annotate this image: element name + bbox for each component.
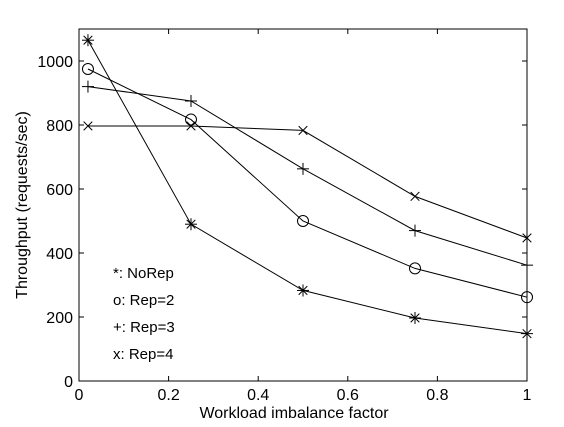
marker-stroke — [522, 233, 532, 243]
y-tick-label: 1000 — [37, 54, 73, 71]
series-group — [81, 34, 533, 340]
y-tick-label: 400 — [46, 246, 73, 263]
plot-area — [78, 28, 528, 382]
asterisk-marker — [521, 327, 533, 340]
axis-ticks: 0 0.2 0.4 0.6 0.8 1 0 200 400 600 800 1000 — [37, 29, 532, 404]
circle-marker — [297, 215, 309, 227]
asterisk-marker — [81, 34, 94, 47]
x-tick-label: 0.6 — [337, 387, 359, 404]
plus-marker — [81, 80, 94, 93]
cross-marker — [522, 233, 532, 243]
plus-marker — [409, 224, 421, 237]
legend-entry-rep3: +: Rep=3 — [113, 319, 175, 336]
cross-marker — [186, 121, 196, 131]
y-tick-label: 800 — [46, 118, 73, 135]
x-tick-label: 0.4 — [247, 387, 269, 404]
marker-stroke — [298, 125, 308, 136]
legend-entry-rep2: o: Rep=2 — [113, 292, 174, 309]
y-tick-label: 600 — [46, 182, 73, 199]
series-rep3 — [81, 80, 533, 272]
circle-marker — [409, 262, 421, 275]
x-tick-label: 0 — [75, 387, 84, 404]
cross-marker — [410, 191, 420, 202]
cross-marker — [83, 121, 93, 131]
series-norep — [81, 34, 533, 340]
circle-marker — [185, 113, 197, 126]
y-tick-label: 0 — [64, 374, 73, 391]
cross-marker — [298, 125, 308, 136]
asterisk-marker — [409, 311, 421, 324]
circle-marker — [521, 291, 533, 304]
marker-stroke — [410, 191, 420, 202]
x-tick-label: 1 — [523, 387, 532, 404]
x-axis-label: Workload imbalance factor — [199, 405, 389, 422]
marker-stroke — [186, 121, 196, 131]
legend: *: NoRep o: Rep=2 +: Rep=3 x: Rep=4 — [113, 265, 175, 363]
marker-stroke — [522, 328, 532, 339]
legend-entry-norep: *: NoRep — [113, 265, 174, 282]
circle-marker — [81, 63, 94, 75]
asterisk-marker — [297, 284, 309, 297]
x-tick-label: 0.8 — [426, 387, 448, 404]
marker-stroke — [83, 121, 93, 131]
series-line-rep2 — [87, 68, 528, 298]
marker-stroke — [83, 35, 93, 45]
plus-marker — [297, 162, 309, 175]
series-rep4 — [83, 121, 532, 243]
marker-stroke — [298, 285, 308, 296]
plus-marker — [521, 259, 533, 272]
legend-entry-rep4: x: Rep=4 — [113, 346, 173, 363]
marker-stroke — [410, 313, 420, 323]
series-rep2 — [81, 63, 533, 304]
asterisk-marker — [185, 218, 197, 231]
x-tick-label: 0.2 — [157, 387, 179, 404]
y-tick-label: 200 — [46, 310, 73, 327]
plus-marker — [185, 95, 197, 107]
marker-stroke — [186, 219, 196, 229]
y-axis-label: Throughput (requests/sec) — [14, 111, 31, 299]
